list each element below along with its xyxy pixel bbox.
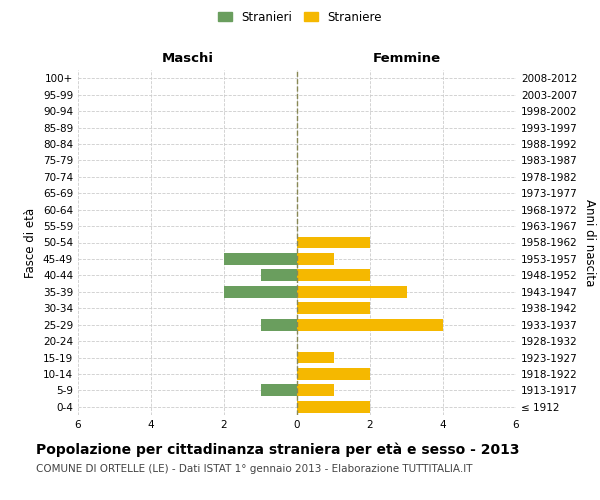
Legend: Stranieri, Straniere: Stranieri, Straniere: [213, 6, 387, 28]
Bar: [297, 401, 370, 412]
Text: Maschi: Maschi: [161, 52, 214, 65]
Bar: [297, 352, 334, 364]
Bar: [260, 384, 297, 396]
Y-axis label: Fasce di età: Fasce di età: [25, 208, 37, 278]
Text: Femmine: Femmine: [373, 52, 440, 65]
Bar: [297, 270, 370, 281]
Bar: [297, 368, 370, 380]
Text: Popolazione per cittadinanza straniera per età e sesso - 2013: Popolazione per cittadinanza straniera p…: [36, 442, 520, 457]
Y-axis label: Anni di nascita: Anni di nascita: [583, 199, 596, 286]
Bar: [297, 318, 443, 330]
Bar: [297, 384, 334, 396]
Bar: [260, 318, 297, 330]
Text: COMUNE DI ORTELLE (LE) - Dati ISTAT 1° gennaio 2013 - Elaborazione TUTTITALIA.IT: COMUNE DI ORTELLE (LE) - Dati ISTAT 1° g…: [36, 464, 473, 474]
Bar: [297, 236, 370, 248]
Bar: [297, 286, 407, 298]
Bar: [297, 302, 370, 314]
Bar: [260, 270, 297, 281]
Bar: [224, 253, 297, 265]
Bar: [297, 253, 334, 265]
Bar: [224, 286, 297, 298]
